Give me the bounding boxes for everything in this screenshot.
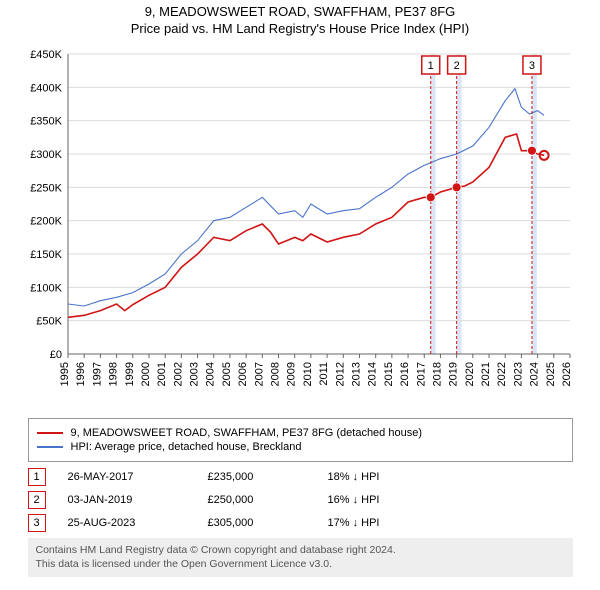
svg-text:2006: 2006: [237, 362, 249, 386]
svg-text:£200K: £200K: [30, 216, 62, 228]
event-price: £250,000: [208, 494, 328, 506]
svg-text:2016: 2016: [399, 362, 411, 386]
legend-item: 9, MEADOWSWEET ROAD, SWAFFHAM, PE37 8FG …: [37, 427, 564, 439]
svg-text:1: 1: [428, 60, 434, 72]
svg-text:2011: 2011: [318, 362, 330, 386]
svg-text:2015: 2015: [383, 362, 395, 386]
svg-text:2008: 2008: [270, 362, 282, 386]
svg-text:2010: 2010: [302, 362, 314, 386]
svg-text:£0: £0: [50, 349, 62, 361]
price-chart: £0 £50K £100K £150K £200K £250K £300K £350K £400…: [20, 44, 580, 414]
event-price: £305,000: [208, 517, 328, 529]
legend-item: HPI: Average price, detached house, Brec…: [37, 441, 564, 453]
legend-label: 9, MEADOWSWEET ROAD, SWAFFHAM, PE37 8FG …: [71, 427, 422, 439]
event-row: 2 03-JAN-2019£250,00016% ↓ HPI: [28, 491, 573, 509]
svg-text:2002: 2002: [172, 362, 184, 386]
svg-text:1995: 1995: [59, 362, 71, 386]
legend-swatch: [37, 446, 63, 448]
svg-text:£450K: £450K: [30, 49, 62, 61]
event-delta: 18% ↓ HPI: [328, 471, 448, 483]
svg-text:2019: 2019: [448, 362, 460, 386]
svg-text:2000: 2000: [140, 362, 152, 386]
svg-text:2024: 2024: [529, 362, 541, 386]
event-date: 25-AUG-2023: [68, 517, 208, 529]
svg-text:£300K: £300K: [30, 149, 62, 161]
svg-text:2017: 2017: [415, 362, 427, 386]
footer-line-2: This data is licensed under the Open Gov…: [36, 558, 565, 572]
svg-text:2: 2: [454, 60, 460, 72]
footer-attribution: Contains HM Land Registry data © Crown c…: [28, 538, 573, 577]
event-date: 03-JAN-2019: [68, 494, 208, 506]
event-row: 3 25-AUG-2023£305,00017% ↓ HPI: [28, 514, 573, 532]
svg-text:2026: 2026: [561, 362, 573, 386]
event-row: 1 26-MAY-2017£235,00018% ↓ HPI: [28, 468, 573, 486]
svg-text:£100K: £100K: [30, 282, 62, 294]
svg-text:2001: 2001: [156, 362, 168, 386]
legend: 9, MEADOWSWEET ROAD, SWAFFHAM, PE37 8FG …: [28, 418, 573, 462]
event-delta: 16% ↓ HPI: [328, 494, 448, 506]
event-date: 26-MAY-2017: [68, 471, 208, 483]
page-subtitle: Price paid vs. HM Land Registry's House …: [0, 21, 600, 36]
svg-text:£50K: £50K: [36, 316, 62, 328]
svg-text:£250K: £250K: [30, 182, 62, 194]
event-badge: 3: [28, 514, 46, 532]
svg-text:2022: 2022: [496, 362, 508, 386]
svg-text:2025: 2025: [545, 362, 557, 386]
svg-text:2009: 2009: [286, 362, 298, 386]
legend-label: HPI: Average price, detached house, Brec…: [71, 441, 302, 453]
event-badge: 1: [28, 468, 46, 486]
svg-text:1999: 1999: [124, 362, 136, 386]
svg-text:1998: 1998: [108, 362, 120, 386]
svg-text:2004: 2004: [205, 362, 217, 386]
svg-text:2023: 2023: [512, 362, 524, 386]
event-badge: 2: [28, 491, 46, 509]
footer-line-1: Contains HM Land Registry data © Crown c…: [36, 544, 565, 558]
svg-text:£150K: £150K: [30, 249, 62, 261]
svg-text:2003: 2003: [189, 362, 201, 386]
legend-swatch: [37, 432, 63, 434]
svg-text:2020: 2020: [464, 362, 476, 386]
event-delta: 17% ↓ HPI: [328, 517, 448, 529]
svg-text:2012: 2012: [334, 362, 346, 386]
page-title: 9, MEADOWSWEET ROAD, SWAFFHAM, PE37 8FG: [0, 4, 600, 19]
events-table: 1 26-MAY-2017£235,00018% ↓ HPI 2 03-JAN-201…: [28, 468, 573, 532]
svg-text:2014: 2014: [367, 362, 379, 386]
svg-text:£350K: £350K: [30, 116, 62, 128]
svg-text:2018: 2018: [431, 362, 443, 386]
event-price: £235,000: [208, 471, 328, 483]
svg-text:1996: 1996: [75, 362, 87, 386]
svg-text:2021: 2021: [480, 362, 492, 386]
svg-text:1997: 1997: [91, 362, 103, 386]
svg-text:2007: 2007: [253, 362, 265, 386]
svg-text:£400K: £400K: [30, 82, 62, 94]
svg-text:3: 3: [529, 60, 535, 72]
svg-text:2005: 2005: [221, 362, 233, 386]
svg-text:2013: 2013: [350, 362, 362, 386]
